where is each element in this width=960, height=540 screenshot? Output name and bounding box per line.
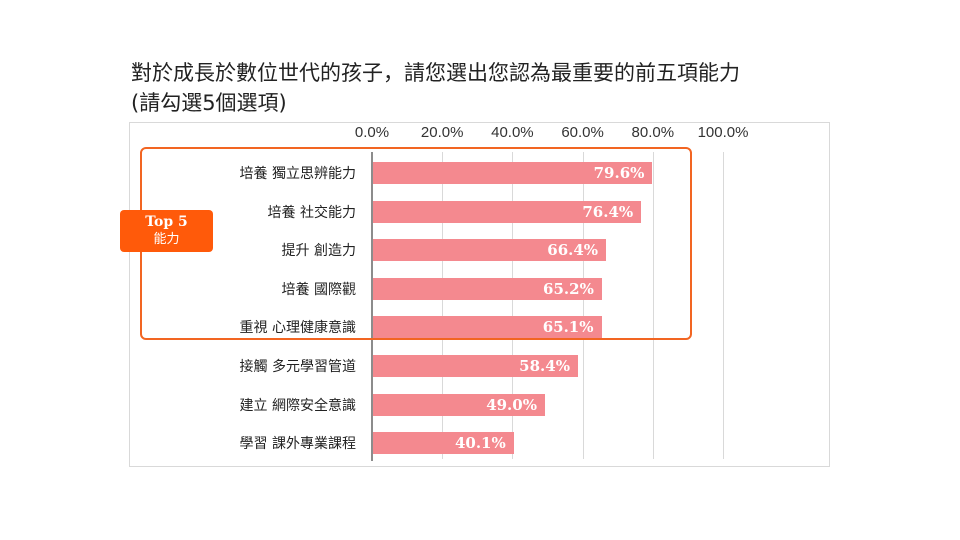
category-label: 培養 獨立思辨能力 — [239, 166, 356, 182]
category-label: 培養 國際觀 — [281, 281, 356, 298]
x-tick-label: 0.0% — [354, 124, 390, 141]
category-label: 學習 課外專業課程 — [239, 436, 356, 453]
x-tick-label: 40.0% — [491, 124, 534, 141]
bar — [373, 355, 578, 377]
bar-value-label: 79.6% — [593, 164, 645, 182]
bar — [373, 277, 602, 300]
category-label: 接觸 多元學習管道 — [239, 359, 356, 375]
y-axis-line — [371, 152, 373, 461]
x-tick-label: 20.0% — [420, 124, 464, 141]
title-line-2: (請勾選5個選項) — [131, 91, 287, 115]
bar-value-label: 58.4% — [519, 357, 570, 375]
bar — [373, 393, 545, 416]
category-label: 培養 社交能力 — [267, 204, 356, 221]
x-tick-label: 60.0% — [561, 124, 604, 141]
bar — [373, 316, 602, 339]
bar-value-label: 76.4% — [582, 202, 634, 221]
gridline — [723, 152, 724, 459]
top5-badge: Top 5 能力 — [120, 210, 213, 252]
category-label: 提升 創造力 — [281, 243, 356, 260]
bar — [373, 432, 514, 455]
bar — [373, 239, 607, 262]
x-tick-label: 80.0% — [631, 124, 675, 141]
chart-frame — [129, 122, 830, 467]
gridline — [512, 152, 513, 459]
slide-title: 對於成長於數位世代的孩子，請您選出您認為最重要的前五項能力 (請勾選5個選項) — [131, 58, 851, 118]
bar-value-label: 66.4% — [547, 241, 599, 260]
x-tick-label: 100.0% — [697, 124, 749, 141]
bar-value-label: 40.1% — [454, 434, 506, 453]
bar — [373, 162, 653, 184]
top5-badge-title: Top 5 — [145, 214, 188, 230]
bar-value-label: 49.0% — [486, 395, 537, 414]
bar-value-label: 65.1% — [542, 318, 594, 337]
top5-badge-subtitle: 能力 — [153, 232, 180, 247]
category-label: 重視 心理健康意識 — [239, 320, 356, 337]
gridline — [583, 152, 584, 459]
title-line-1: 對於成長於數位世代的孩子，請您選出您認為最重要的前五項能力 — [131, 61, 740, 85]
bar — [373, 200, 642, 223]
category-label: 建立 網際安全意識 — [239, 397, 356, 414]
top5-highlight-box — [140, 147, 692, 340]
gridline — [442, 152, 443, 459]
bar-value-label: 65.2% — [543, 279, 594, 298]
gridline — [653, 152, 654, 459]
